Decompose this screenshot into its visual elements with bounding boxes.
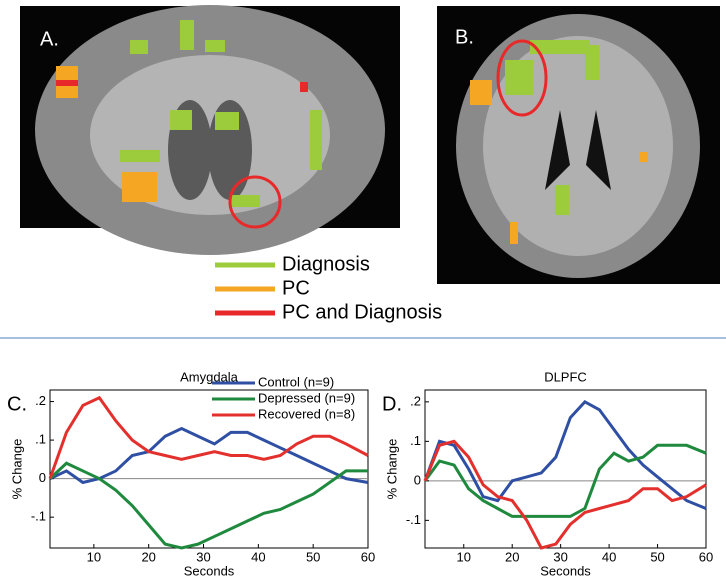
x-tick-label: 20 bbox=[141, 549, 155, 564]
legend-label: Depressed (n=9) bbox=[258, 390, 355, 405]
x-tick-label: 10 bbox=[457, 549, 471, 564]
y-tick-label: .1 bbox=[410, 433, 421, 448]
series-line bbox=[423, 439, 707, 550]
x-tick-label: 20 bbox=[505, 549, 519, 564]
y-tick-label: .2 bbox=[35, 393, 46, 408]
legend-label: Control (n=9) bbox=[258, 374, 334, 389]
y-tick-label: .1 bbox=[35, 432, 46, 447]
x-tick-label: 40 bbox=[251, 549, 265, 564]
panel-label: B. bbox=[455, 26, 474, 48]
panel-label: C. bbox=[7, 393, 27, 415]
x-axis-label: Seconds bbox=[540, 563, 591, 578]
x-tick-label: 40 bbox=[602, 549, 616, 564]
series-line bbox=[48, 395, 369, 480]
x-tick-label: 30 bbox=[553, 549, 567, 564]
y-tick-label: .2 bbox=[410, 393, 421, 408]
brain-image-b: B. bbox=[437, 6, 720, 284]
plot-frame bbox=[424, 389, 707, 549]
charts: Amygdala C. Seconds % Change .2 .1 0 -.1 10 20 30 4… bbox=[7, 369, 713, 578]
panel-label: A. bbox=[40, 28, 59, 50]
y-tick-label: -.1 bbox=[406, 512, 421, 527]
series-line bbox=[423, 443, 707, 518]
y-tick-label: 0 bbox=[39, 470, 46, 485]
legend-label: Diagnosis bbox=[282, 253, 370, 275]
brain-image-a: A. bbox=[20, 5, 400, 255]
y-tick-label: 0 bbox=[414, 472, 421, 487]
plot-frame bbox=[49, 389, 369, 549]
x-tick-label: 60 bbox=[699, 549, 713, 564]
x-tick-label: 10 bbox=[87, 549, 101, 564]
x-tick-label: 50 bbox=[306, 549, 320, 564]
x-tick-label: 30 bbox=[196, 549, 210, 564]
chart-title: Amygdala bbox=[180, 369, 239, 384]
y-axis-label: % Change bbox=[9, 439, 24, 500]
x-tick-label: 50 bbox=[650, 549, 664, 564]
legend-label: Recovered (n=8) bbox=[258, 406, 355, 421]
series-line bbox=[48, 461, 368, 550]
series-line bbox=[423, 399, 707, 510]
y-tick-label: -.1 bbox=[31, 509, 46, 524]
legend-label: PC and Diagnosis bbox=[282, 301, 442, 323]
series-line bbox=[49, 426, 369, 485]
panel-label: D. bbox=[382, 393, 402, 415]
x-axis-label: Seconds bbox=[184, 563, 235, 578]
legend-label: PC bbox=[282, 277, 310, 299]
x-tick-label: 60 bbox=[361, 549, 375, 564]
y-axis-label: % Change bbox=[384, 439, 399, 500]
chart-title: DLPFC bbox=[544, 369, 587, 384]
